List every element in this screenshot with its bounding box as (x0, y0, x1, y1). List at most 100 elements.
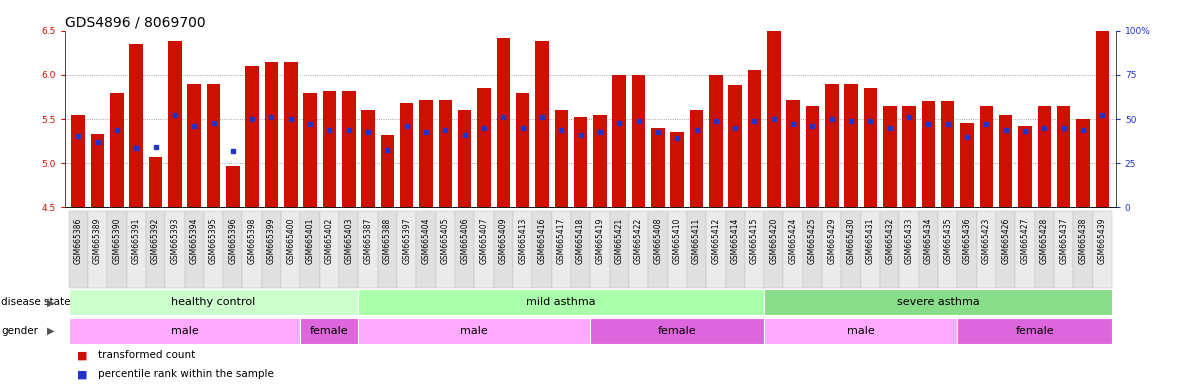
Text: GSM665411: GSM665411 (692, 217, 701, 263)
Bar (1038, 106, 1051, 207)
FancyBboxPatch shape (532, 211, 552, 288)
Text: GSM665418: GSM665418 (576, 217, 585, 263)
Text: GSM665402: GSM665402 (325, 217, 334, 264)
Text: GSM665390: GSM665390 (112, 217, 121, 264)
FancyBboxPatch shape (204, 211, 224, 288)
Bar (380, 135, 394, 207)
Text: GSM665429: GSM665429 (827, 217, 837, 264)
FancyBboxPatch shape (281, 211, 300, 288)
FancyBboxPatch shape (455, 211, 474, 288)
Bar (922, 101, 936, 207)
Bar (168, 41, 181, 207)
Bar (419, 99, 433, 207)
FancyBboxPatch shape (300, 211, 320, 288)
FancyBboxPatch shape (764, 211, 784, 288)
Text: GSM665410: GSM665410 (673, 217, 681, 264)
Bar (304, 93, 317, 207)
Text: GSM665400: GSM665400 (286, 217, 295, 264)
Text: GSM665389: GSM665389 (93, 217, 102, 264)
Text: GSM665395: GSM665395 (210, 217, 218, 264)
FancyBboxPatch shape (339, 211, 359, 288)
FancyBboxPatch shape (822, 211, 842, 288)
Bar (632, 75, 645, 207)
Bar (729, 86, 742, 207)
FancyBboxPatch shape (165, 211, 185, 288)
Text: GSM665435: GSM665435 (943, 217, 952, 264)
Bar (91, 134, 105, 207)
Bar (767, 31, 780, 207)
Text: severe asthma: severe asthma (897, 297, 979, 307)
FancyBboxPatch shape (435, 211, 455, 288)
FancyBboxPatch shape (68, 318, 300, 344)
FancyBboxPatch shape (107, 211, 127, 288)
FancyBboxPatch shape (590, 211, 610, 288)
FancyBboxPatch shape (320, 211, 339, 288)
Text: GSM665415: GSM665415 (750, 217, 759, 264)
Bar (999, 114, 1012, 207)
FancyBboxPatch shape (1016, 211, 1035, 288)
Bar (111, 93, 124, 207)
Text: female: female (658, 326, 697, 336)
Text: GSM665393: GSM665393 (171, 217, 179, 264)
Bar (786, 99, 800, 207)
Text: healthy control: healthy control (172, 297, 255, 307)
Bar (284, 61, 298, 207)
Text: GSM665420: GSM665420 (770, 217, 778, 264)
Bar (709, 75, 723, 207)
FancyBboxPatch shape (764, 290, 1112, 315)
Text: GSM665424: GSM665424 (789, 217, 798, 264)
FancyBboxPatch shape (649, 211, 667, 288)
Text: GSM665404: GSM665404 (421, 217, 431, 264)
Text: GSM665428: GSM665428 (1039, 217, 1049, 263)
Bar (825, 84, 838, 207)
FancyBboxPatch shape (764, 318, 957, 344)
Bar (903, 106, 916, 207)
Bar (612, 75, 626, 207)
FancyBboxPatch shape (417, 211, 435, 288)
FancyBboxPatch shape (957, 318, 1112, 344)
Text: GSM665431: GSM665431 (866, 217, 875, 264)
Bar (1057, 106, 1070, 207)
FancyBboxPatch shape (1092, 211, 1112, 288)
Text: ■: ■ (77, 350, 87, 360)
FancyBboxPatch shape (242, 211, 261, 288)
FancyBboxPatch shape (803, 211, 822, 288)
Text: GSM665436: GSM665436 (963, 217, 971, 264)
Text: disease state: disease state (1, 297, 71, 308)
Bar (516, 93, 530, 207)
FancyBboxPatch shape (571, 211, 590, 288)
FancyBboxPatch shape (880, 211, 899, 288)
Bar (400, 103, 413, 207)
Bar (1076, 119, 1090, 207)
Bar (960, 123, 973, 207)
Text: GSM665439: GSM665439 (1098, 217, 1106, 264)
Text: GSM665425: GSM665425 (807, 217, 817, 264)
Text: GSM665407: GSM665407 (479, 217, 488, 264)
FancyBboxPatch shape (397, 211, 417, 288)
Bar (207, 84, 220, 207)
FancyBboxPatch shape (359, 290, 764, 315)
Bar (690, 110, 704, 207)
Bar (979, 106, 993, 207)
Bar (265, 61, 278, 207)
Text: GSM665403: GSM665403 (344, 217, 353, 264)
Text: ■: ■ (77, 369, 87, 379)
Text: GSM665413: GSM665413 (518, 217, 527, 264)
Text: GSM665433: GSM665433 (905, 217, 913, 264)
Text: GSM665386: GSM665386 (74, 217, 82, 264)
Bar (844, 84, 858, 207)
Text: GSM665423: GSM665423 (982, 217, 991, 264)
Bar (343, 91, 355, 207)
Text: GSM665434: GSM665434 (924, 217, 933, 264)
FancyBboxPatch shape (552, 211, 571, 288)
FancyBboxPatch shape (359, 318, 590, 344)
FancyBboxPatch shape (745, 211, 764, 288)
Text: GSM665414: GSM665414 (731, 217, 739, 264)
Text: GSM665397: GSM665397 (403, 217, 411, 264)
Text: GSM665426: GSM665426 (1002, 217, 1010, 264)
Bar (536, 41, 548, 207)
Text: GSM665417: GSM665417 (557, 217, 566, 264)
FancyBboxPatch shape (725, 211, 745, 288)
FancyBboxPatch shape (919, 211, 938, 288)
Bar (1096, 15, 1109, 207)
